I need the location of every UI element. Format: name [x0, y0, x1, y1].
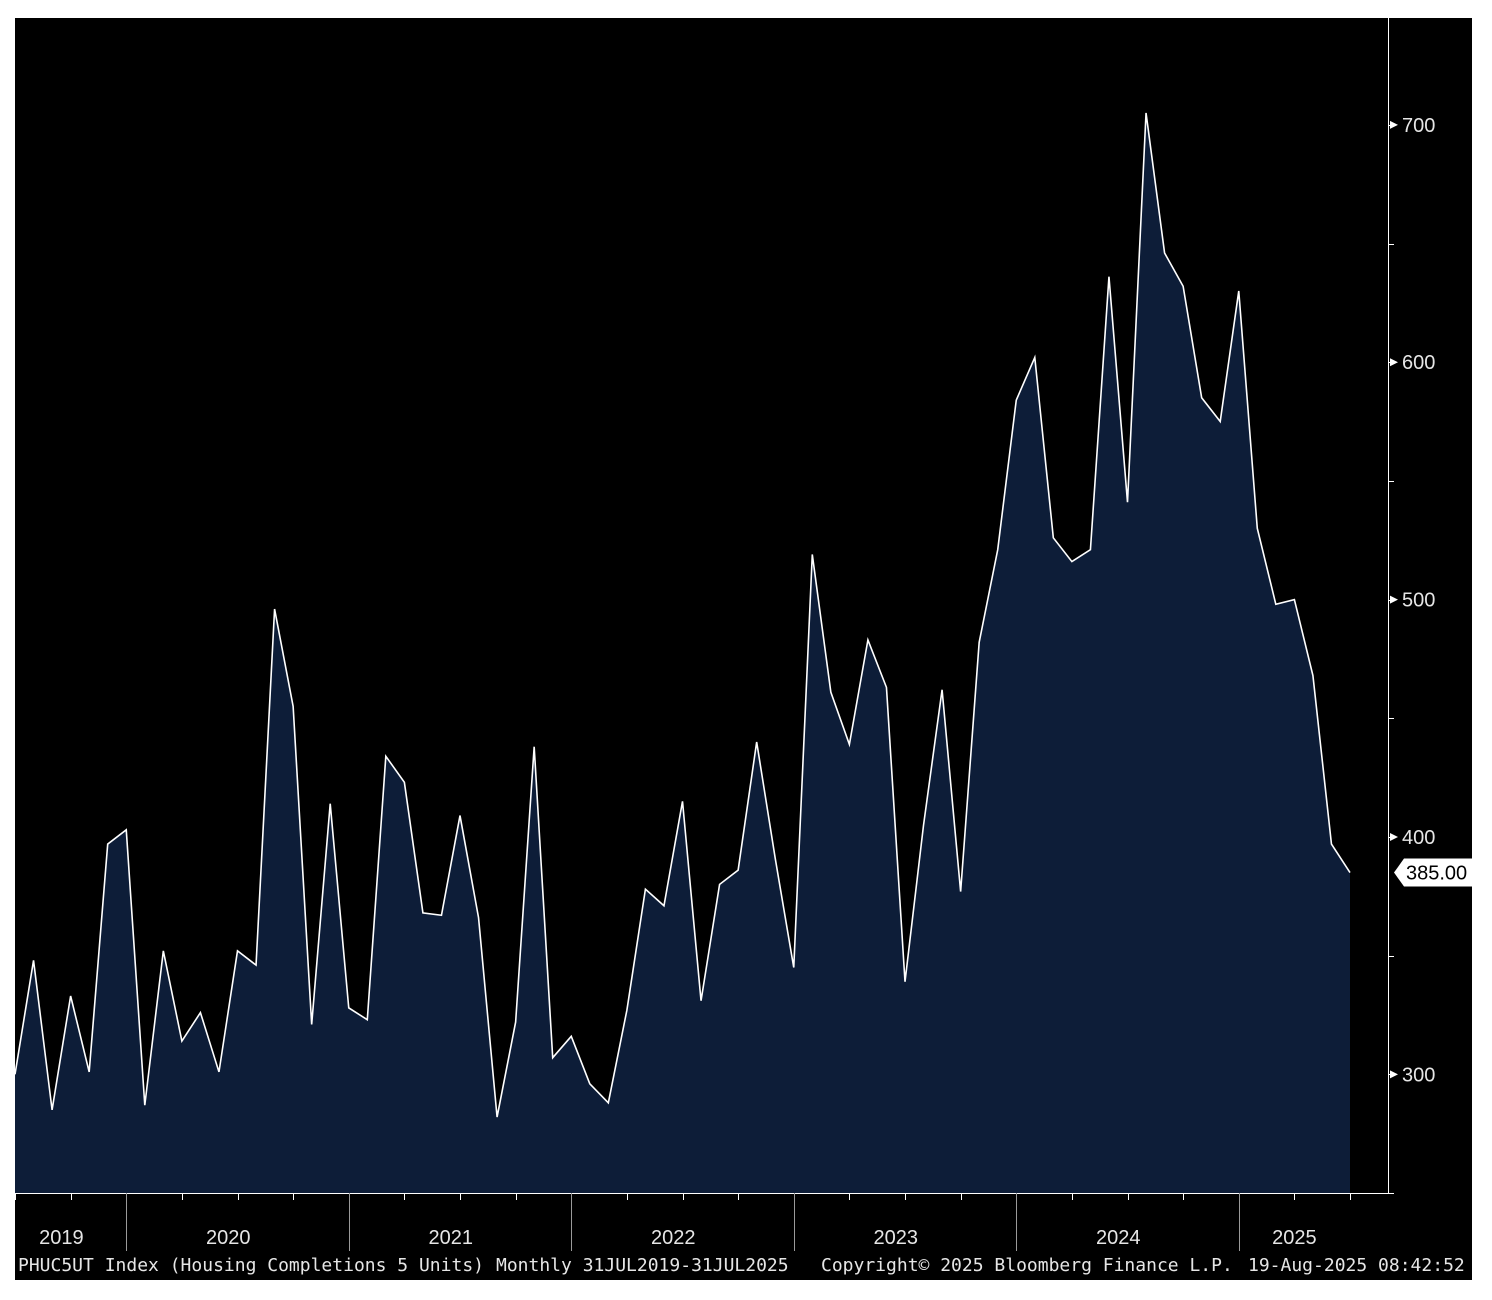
y-tick-label: 600 — [1402, 352, 1435, 374]
x-year-label-2024: 2024 — [1096, 1227, 1141, 1249]
footer-series-description: PHUC5UT Index (Housing Completions 5 Uni… — [18, 1255, 484, 1276]
footer-copyright: Copyright© 2025 Bloomberg Finance L.P. — [821, 1255, 1233, 1276]
x-year-label-2020: 2020 — [206, 1227, 251, 1249]
last-value-tag — [1394, 858, 1472, 887]
housing-completions-chart: 300 400 500 600 700 2019 2020 2021 2022 2023 2024 2… — [15, 18, 1472, 1251]
x-year-label-2023: 2023 — [873, 1227, 918, 1249]
axes: 300 400 500 600 700 2019 2020 2021 2022 2023 2024 2… — [15, 18, 1472, 1251]
x-year-label-2025: 2025 — [1272, 1227, 1317, 1249]
footer-period: Monthly 31JUL2019-31JUL2025 — [496, 1255, 789, 1276]
y-tick-marker — [1390, 595, 1398, 604]
plot-area — [15, 112, 1351, 1194]
y-tick-marker — [1390, 1070, 1398, 1079]
x-year-label-2021: 2021 — [428, 1227, 473, 1249]
y-tick-marker — [1390, 358, 1398, 367]
y-tick-label: 700 — [1402, 115, 1435, 137]
x-year-label-2019: 2019 — [39, 1227, 84, 1249]
y-tick-marker — [1390, 832, 1398, 841]
y-tick-label: 300 — [1402, 1064, 1435, 1086]
x-year-label-2022: 2022 — [651, 1227, 696, 1249]
series-line — [15, 112, 1351, 1118]
chart-footer: PHUC5UT Index (Housing Completions 5 Uni… — [15, 1252, 1472, 1280]
y-tick-label: 500 — [1402, 590, 1435, 612]
footer-timestamp: 19-Aug-2025 08:42:52 — [1248, 1255, 1465, 1276]
chart-frame: 300 400 500 600 700 2019 2020 2021 2022 2023 2024 2… — [15, 18, 1472, 1280]
last-value-label: 385.00 — [1406, 863, 1467, 885]
y-tick-label: 400 — [1402, 827, 1435, 849]
y-tick-marker — [1390, 120, 1398, 129]
series-area-fill — [15, 112, 1350, 1194]
